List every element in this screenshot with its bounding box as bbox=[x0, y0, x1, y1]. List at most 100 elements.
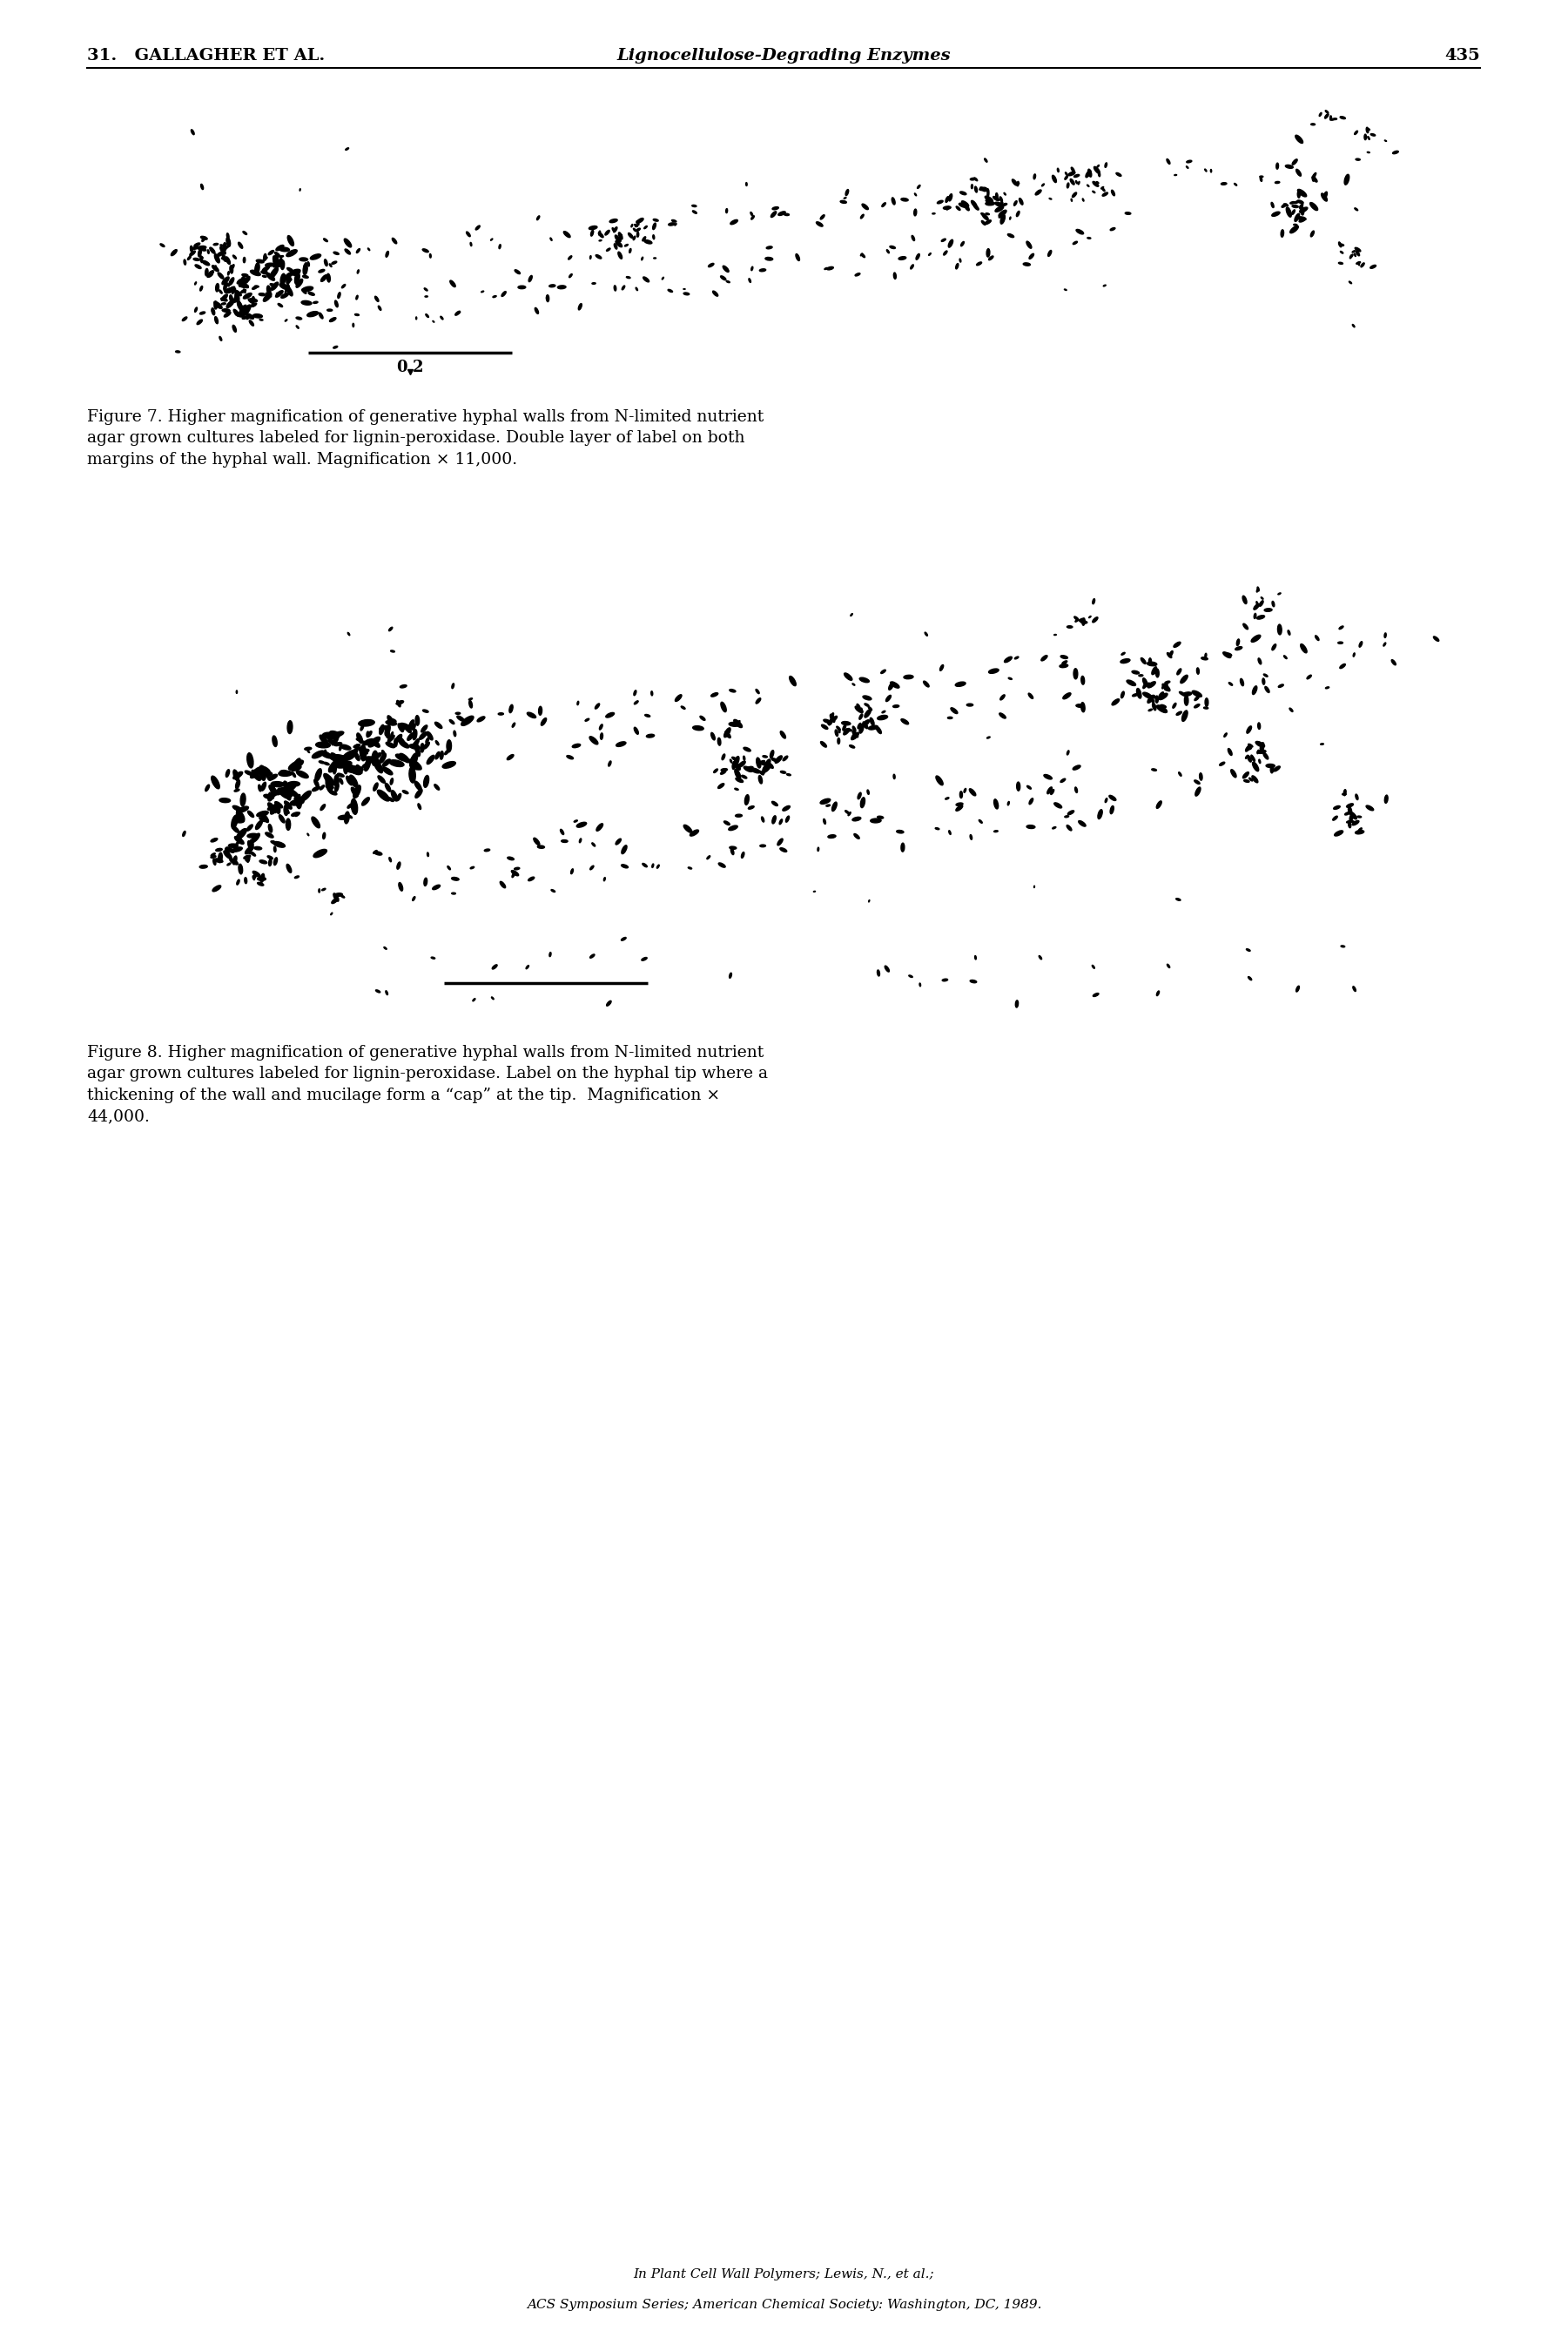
Ellipse shape bbox=[361, 745, 367, 762]
Ellipse shape bbox=[1195, 703, 1200, 708]
Ellipse shape bbox=[699, 717, 706, 719]
Ellipse shape bbox=[1060, 656, 1068, 658]
Ellipse shape bbox=[1204, 654, 1207, 658]
Ellipse shape bbox=[312, 750, 325, 759]
Ellipse shape bbox=[864, 703, 869, 705]
Ellipse shape bbox=[1334, 830, 1344, 837]
Ellipse shape bbox=[892, 197, 895, 205]
Ellipse shape bbox=[256, 259, 263, 263]
Ellipse shape bbox=[781, 731, 786, 738]
Ellipse shape bbox=[734, 719, 742, 726]
Ellipse shape bbox=[1247, 755, 1251, 762]
Ellipse shape bbox=[579, 839, 582, 842]
Ellipse shape bbox=[226, 769, 229, 778]
Ellipse shape bbox=[199, 313, 205, 315]
Ellipse shape bbox=[861, 214, 864, 219]
Ellipse shape bbox=[881, 202, 886, 207]
Ellipse shape bbox=[232, 856, 237, 865]
Ellipse shape bbox=[779, 849, 787, 851]
Ellipse shape bbox=[270, 268, 278, 277]
Ellipse shape bbox=[248, 299, 254, 303]
Ellipse shape bbox=[1358, 263, 1359, 266]
Ellipse shape bbox=[436, 741, 439, 745]
Ellipse shape bbox=[986, 249, 989, 256]
Ellipse shape bbox=[1319, 113, 1322, 115]
Ellipse shape bbox=[590, 226, 597, 230]
Ellipse shape bbox=[1248, 976, 1251, 980]
Ellipse shape bbox=[1243, 781, 1250, 783]
Ellipse shape bbox=[1325, 110, 1328, 113]
Ellipse shape bbox=[1079, 618, 1085, 621]
Ellipse shape bbox=[198, 247, 205, 249]
Ellipse shape bbox=[263, 256, 267, 261]
Ellipse shape bbox=[608, 762, 612, 766]
Ellipse shape bbox=[1259, 600, 1264, 607]
Ellipse shape bbox=[296, 317, 301, 320]
Ellipse shape bbox=[710, 694, 718, 696]
Ellipse shape bbox=[1016, 783, 1021, 790]
Ellipse shape bbox=[234, 256, 237, 259]
Ellipse shape bbox=[1027, 242, 1032, 249]
Ellipse shape bbox=[1295, 200, 1298, 205]
Ellipse shape bbox=[389, 628, 392, 630]
Ellipse shape bbox=[1289, 708, 1294, 712]
Ellipse shape bbox=[594, 703, 599, 710]
Ellipse shape bbox=[320, 785, 325, 790]
Ellipse shape bbox=[743, 748, 751, 752]
Ellipse shape bbox=[1298, 190, 1306, 197]
Ellipse shape bbox=[731, 849, 734, 856]
Ellipse shape bbox=[270, 284, 276, 287]
Ellipse shape bbox=[365, 757, 379, 764]
Ellipse shape bbox=[373, 759, 383, 773]
Ellipse shape bbox=[982, 214, 988, 221]
Ellipse shape bbox=[326, 785, 334, 788]
Ellipse shape bbox=[386, 722, 397, 726]
Ellipse shape bbox=[894, 273, 897, 280]
Ellipse shape bbox=[292, 270, 299, 275]
Ellipse shape bbox=[259, 785, 262, 792]
Ellipse shape bbox=[246, 313, 254, 320]
Ellipse shape bbox=[1316, 635, 1319, 639]
Ellipse shape bbox=[265, 263, 274, 266]
Ellipse shape bbox=[351, 788, 358, 797]
Ellipse shape bbox=[859, 715, 862, 719]
Ellipse shape bbox=[259, 818, 265, 820]
Ellipse shape bbox=[220, 247, 226, 254]
Ellipse shape bbox=[450, 719, 455, 724]
Ellipse shape bbox=[786, 816, 789, 823]
Ellipse shape bbox=[218, 273, 224, 280]
Ellipse shape bbox=[739, 762, 745, 766]
Ellipse shape bbox=[1157, 990, 1159, 997]
Ellipse shape bbox=[304, 263, 307, 268]
Ellipse shape bbox=[334, 252, 339, 254]
Ellipse shape bbox=[267, 273, 274, 280]
Ellipse shape bbox=[1356, 261, 1361, 263]
Ellipse shape bbox=[1339, 625, 1344, 630]
Ellipse shape bbox=[1156, 696, 1159, 703]
Ellipse shape bbox=[213, 858, 216, 865]
Ellipse shape bbox=[386, 736, 392, 738]
Ellipse shape bbox=[358, 748, 368, 755]
Ellipse shape bbox=[1248, 743, 1253, 748]
Ellipse shape bbox=[1069, 179, 1074, 186]
Ellipse shape bbox=[1350, 254, 1352, 259]
Ellipse shape bbox=[1176, 712, 1182, 715]
Ellipse shape bbox=[1333, 806, 1341, 809]
Ellipse shape bbox=[506, 755, 514, 759]
Ellipse shape bbox=[898, 256, 906, 261]
Ellipse shape bbox=[409, 745, 420, 750]
Ellipse shape bbox=[287, 235, 293, 247]
Ellipse shape bbox=[1162, 684, 1170, 691]
Ellipse shape bbox=[549, 952, 550, 957]
Ellipse shape bbox=[1350, 254, 1353, 256]
Ellipse shape bbox=[262, 266, 270, 270]
Ellipse shape bbox=[358, 734, 362, 743]
Ellipse shape bbox=[1152, 672, 1156, 675]
Ellipse shape bbox=[643, 863, 648, 868]
Ellipse shape bbox=[996, 202, 1004, 207]
Ellipse shape bbox=[538, 846, 544, 849]
Ellipse shape bbox=[1179, 771, 1181, 776]
Ellipse shape bbox=[160, 245, 165, 247]
Ellipse shape bbox=[1348, 820, 1352, 828]
Ellipse shape bbox=[267, 776, 271, 781]
